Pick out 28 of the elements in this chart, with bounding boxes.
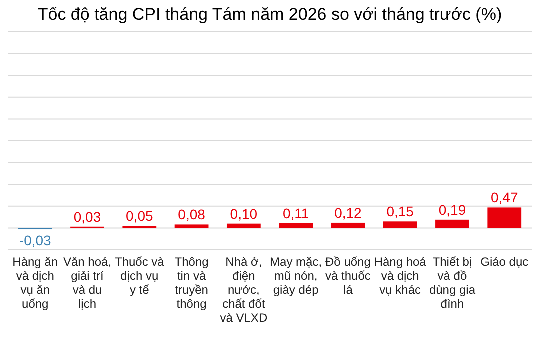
x-tick-label: Hàng hoá và dịch vụ khác [374,255,427,297]
bar [279,223,314,228]
x-tick-label: Văn hoá, giải trí và du lịch [63,255,112,311]
data-label: 0,10 [230,206,258,222]
bar [436,220,470,228]
data-label: 0,12 [334,204,362,221]
x-tick-label: Giáo dục [480,255,529,269]
x-tick-label: Hàng ăn và dịch vụ ăn uống [12,255,58,311]
data-label: 0,05 [126,208,154,224]
bar [174,224,209,228]
bar [331,222,366,228]
bar [488,208,522,228]
data-label: 0,03 [74,208,102,225]
x-tick-label: Thuốc và dịch vụ y tế [114,255,165,297]
x-tick-label: Thông tin và truyền thông [174,255,209,311]
data-label: 0,47 [491,190,518,206]
x-tick-label: Thiết bị và đồ dùng gia đình [429,255,476,311]
data-label: -0,03 [19,232,52,249]
data-label: 0,19 [438,202,466,218]
bar [383,222,418,228]
x-tick-label: Đồ uống và thuốc lá [326,255,371,297]
data-label: 0,08 [178,206,206,223]
bar [226,224,261,228]
data-label: 0,11 [282,205,310,222]
x-tick-label: May mặc, mũ nón, giày dép [270,255,322,297]
data-label: 0,15 [386,204,414,220]
x-tick-label: Nhà ở, điện nước, chất đốt và VLXD [220,255,268,325]
chart-title: Tốc độ tăng CPI tháng Tám năm 2026 so với tháng trước (%) [38,5,502,24]
